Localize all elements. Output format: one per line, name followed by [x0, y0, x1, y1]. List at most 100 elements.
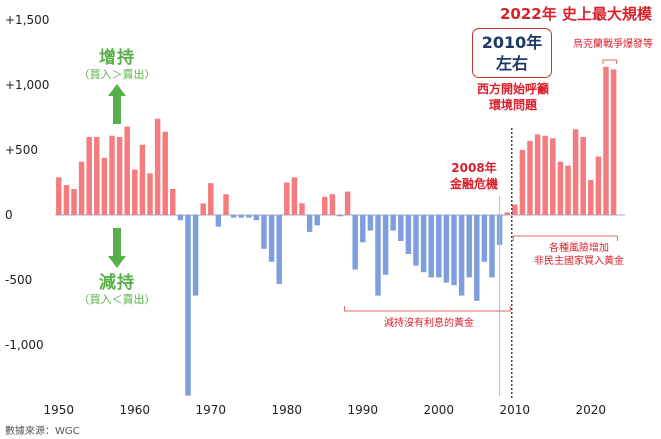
bar-2012: [527, 140, 533, 215]
bar-1996: [405, 215, 412, 254]
bar-1978: [268, 215, 275, 262]
bracket-risk: [512, 235, 618, 241]
bar-1955: [94, 137, 100, 215]
bar-1982: [299, 203, 305, 215]
bar-1990: [360, 215, 366, 243]
bar-2000: [436, 215, 442, 278]
bar-2019: [580, 137, 586, 215]
up-arrow-icon: [108, 84, 126, 124]
bar-1994: [390, 215, 396, 231]
bar-1951: [63, 185, 70, 215]
x-tick-label: 2020: [576, 403, 607, 417]
x-tick-label: 2000: [424, 403, 455, 417]
bar-1971: [215, 215, 222, 227]
bar-1997: [413, 215, 419, 266]
bar-1993: [382, 215, 389, 275]
bar-2018: [572, 129, 579, 215]
bar-1950: [56, 177, 62, 215]
bar-1976: [253, 215, 260, 221]
bar-2022: [603, 66, 609, 215]
bar-1985: [322, 196, 328, 215]
bar-2013: [534, 134, 541, 215]
bar-1966: [177, 215, 184, 221]
y-tick-label: +1,500: [5, 13, 49, 27]
bar-2010: [512, 204, 518, 215]
bar-1988: [344, 191, 351, 215]
bar-2017: [565, 165, 571, 215]
bar-2014: [542, 135, 548, 215]
bar-2011: [519, 150, 526, 215]
y-tick-label: -500: [5, 273, 32, 287]
risk-note-line2: 非民主國家買入黃金: [534, 256, 624, 267]
bar-1959: [124, 126, 130, 215]
bar-1954: [86, 137, 92, 215]
bar-2005: [474, 215, 480, 301]
bar-1960: [132, 169, 138, 215]
chart-title: 2022年 史上最大規模: [500, 5, 652, 23]
y-tick-label: +1,000: [5, 78, 49, 92]
bar-1969: [200, 203, 206, 215]
bar-1952: [71, 189, 77, 215]
bar-1958: [116, 137, 123, 215]
bar-1965: [170, 189, 176, 215]
bar-1977: [261, 215, 267, 249]
bar-2003: [458, 215, 465, 296]
bar-1956: [101, 157, 108, 215]
bar-1961: [139, 144, 146, 215]
ukraine-war-note: 烏克蘭戰爭爆發等: [573, 39, 653, 50]
bar-2007: [489, 215, 495, 278]
bar-1973: [230, 215, 237, 218]
bar-1968: [192, 215, 199, 296]
bar-1970: [208, 183, 214, 215]
bar-2004: [466, 215, 472, 278]
west-environment-note: 西方開始呼籲 環境問題: [472, 81, 554, 113]
increase-sublabel: （買入＞賣出）: [78, 68, 156, 81]
bar-2023: [610, 69, 617, 216]
financial-crisis-note: 2008年 金融危機: [446, 160, 502, 192]
bar-1980: [284, 182, 290, 215]
bar-1999: [428, 215, 434, 278]
x-tick-label: 1960: [120, 403, 151, 417]
y-tick-label: -1,000: [5, 338, 44, 352]
bar-1972: [223, 194, 229, 215]
bar-1998: [420, 215, 427, 273]
bar-1957: [109, 135, 115, 215]
x-tick-label: 1950: [44, 403, 75, 417]
bar-1987: [337, 215, 343, 217]
bar-2020: [588, 179, 594, 215]
risk-note: 各種風險增加 非民主國家買入黃金: [524, 242, 634, 268]
bar-1983: [306, 215, 313, 232]
decrease-sublabel: （買入＜賣出）: [78, 293, 156, 306]
bracket-war: [602, 59, 618, 64]
crisis-note-line1: 2008年: [451, 161, 497, 175]
crisis-note-line2: 金融危機: [449, 177, 498, 191]
bar-1962: [147, 173, 153, 215]
bar-1979: [276, 215, 282, 284]
y-tick-label: +500: [5, 143, 38, 157]
down-arrow-icon: [108, 228, 126, 268]
bar-2009: [504, 212, 510, 215]
west-note-line1: 西方開始呼籲: [476, 82, 549, 96]
y-tick-label: 0: [5, 208, 13, 222]
bar-1989: [352, 215, 358, 270]
bar-1963: [154, 118, 161, 215]
bar-1974: [238, 215, 244, 218]
callout-2010-line1: 2010年: [481, 33, 543, 52]
risk-note-line1: 各種風險增加: [549, 243, 609, 254]
bar-2001: [443, 215, 450, 283]
no-interest-note: 減持沒有利息的黃金: [384, 318, 474, 329]
decrease-label: 減持: [99, 273, 135, 293]
data-source: 數據來源：WGC: [5, 426, 80, 437]
bar-1995: [398, 215, 404, 241]
bar-2015: [550, 138, 556, 215]
bar-1975: [246, 215, 252, 218]
callout-2010: 2010年 左右: [472, 28, 552, 78]
bar-1964: [162, 131, 168, 215]
bar-1986: [329, 194, 336, 215]
bar-2002: [451, 215, 457, 286]
x-tick-label: 1980: [272, 403, 303, 417]
increase-label: 增持: [99, 48, 135, 68]
bar-1991: [367, 215, 374, 231]
x-tick-label: 2010: [500, 403, 531, 417]
